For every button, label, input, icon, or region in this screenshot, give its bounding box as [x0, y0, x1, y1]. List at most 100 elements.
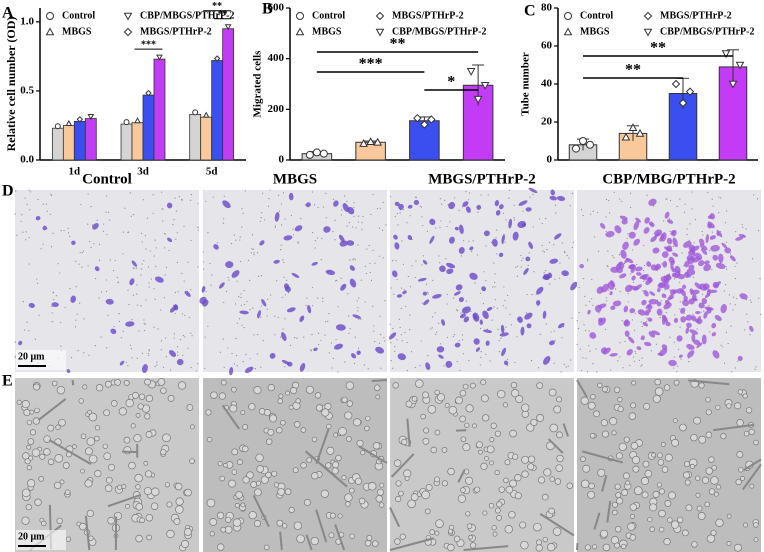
speckle: [236, 322, 238, 324]
speckle: [346, 200, 348, 202]
cell: [166, 202, 173, 209]
tube-cell: [484, 456, 489, 461]
tube-cell: [341, 396, 348, 403]
speckle: [118, 313, 120, 315]
speckle: [589, 300, 591, 303]
tube-cell: [434, 389, 440, 396]
tube-cell: [512, 453, 519, 460]
panel-label: B: [262, 1, 273, 18]
speckle: [89, 241, 91, 243]
tube-cell: [315, 404, 324, 412]
speckle: [335, 338, 337, 341]
speckle: [297, 242, 299, 244]
tube-cell: [27, 479, 36, 488]
cell: [699, 238, 705, 246]
cell: [524, 312, 533, 320]
data-point: [572, 144, 580, 153]
speckle: [204, 367, 206, 370]
speckle: [410, 351, 413, 353]
speckle: [373, 325, 375, 327]
tube-cell: [157, 378, 166, 386]
speckle: [328, 312, 330, 315]
tube-cell: [696, 505, 703, 512]
speckle: [548, 241, 551, 243]
speckle: [394, 215, 396, 218]
speckle: [60, 229, 62, 232]
tube: [390, 453, 415, 478]
speckle: [108, 211, 110, 213]
speckle: [223, 301, 225, 304]
tube-cell: [496, 501, 503, 508]
speckle: [736, 297, 738, 300]
speckle: [470, 310, 472, 312]
tube-cell: [242, 476, 250, 484]
tube-cell: [241, 445, 249, 453]
cell: [690, 255, 696, 262]
tube-cell: [43, 435, 51, 443]
speckle: [247, 259, 250, 261]
speckle: [545, 270, 547, 272]
speckle: [90, 246, 92, 248]
speckle: [404, 332, 406, 334]
cell: [340, 283, 347, 291]
speckle: [161, 208, 163, 210]
tube-cell: [338, 426, 347, 436]
cell: [257, 310, 261, 319]
cell: [557, 322, 565, 329]
cell: [669, 294, 674, 300]
tube-cell: [84, 479, 93, 488]
speckle: [75, 319, 77, 321]
cell: [706, 307, 712, 314]
speckle: [282, 259, 284, 261]
tube-cell: [32, 417, 40, 425]
tube-cell: [209, 518, 218, 526]
speckle: [672, 367, 675, 369]
data-point: [480, 81, 490, 90]
tube-cell: [705, 397, 711, 403]
cell: [624, 330, 630, 337]
speckle: [701, 230, 703, 233]
bar: [189, 114, 202, 161]
cell: [458, 224, 464, 235]
speckle: [396, 278, 398, 281]
tube-cell: [684, 479, 691, 486]
speckle: [109, 259, 111, 261]
cell: [705, 234, 709, 244]
tube-cell: [503, 477, 509, 484]
y-tick-label: 40: [541, 78, 553, 90]
tube-cell: [186, 404, 194, 411]
speckle: [81, 252, 83, 254]
speckle: [723, 362, 726, 364]
cell: [299, 315, 305, 323]
cell: [543, 356, 551, 365]
speckle: [390, 359, 392, 362]
tube-cell: [103, 452, 112, 460]
cell: [299, 362, 306, 372]
cell: [549, 258, 559, 264]
cell: [51, 302, 59, 308]
tube-cell: [466, 523, 473, 529]
tube-cell: [130, 423, 136, 429]
tube-cell: [110, 400, 118, 407]
cell: [526, 323, 532, 329]
tube-cell: [282, 523, 288, 529]
cell: [661, 344, 668, 350]
speckle: [532, 226, 534, 228]
speckle: [760, 313, 762, 316]
legend-label: Control: [580, 10, 613, 21]
speckle: [219, 351, 221, 353]
panel-label: A: [2, 5, 14, 22]
tube-cell: [740, 475, 746, 481]
speckle: [723, 290, 725, 292]
cell: [422, 291, 428, 296]
cell: [342, 203, 350, 213]
speckle: [136, 357, 138, 359]
speckle: [755, 366, 757, 368]
speckle: [677, 348, 680, 350]
speckle: [753, 194, 755, 196]
speckle: [725, 331, 727, 333]
speckle: [300, 218, 302, 220]
speckle: [426, 230, 429, 232]
speckle: [256, 252, 259, 254]
speckle: [432, 279, 434, 282]
